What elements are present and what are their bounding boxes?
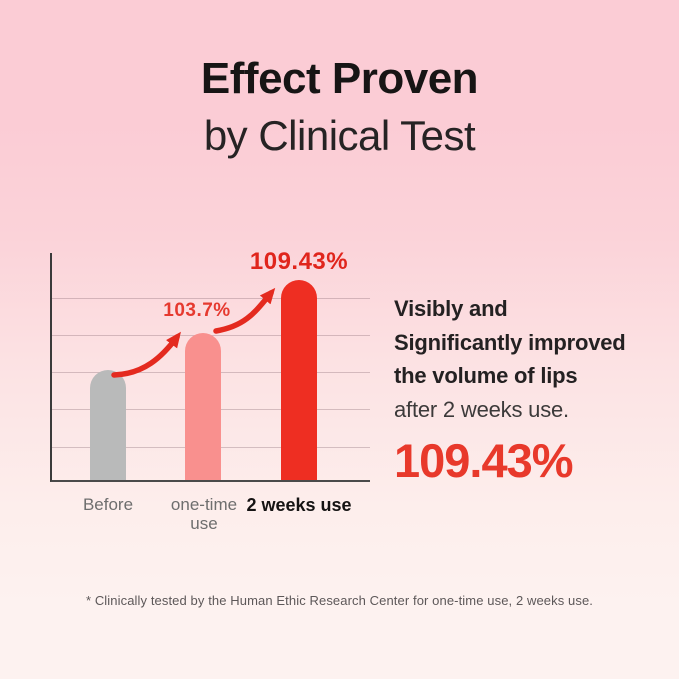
bar-chart-plot: 103.7% 109.43% Before one-time use 2 wee… bbox=[50, 248, 370, 533]
claim-text-block: Visibly and Significantly improved the v… bbox=[394, 292, 660, 488]
claim-line-4: after 2 weeks use. bbox=[394, 396, 569, 422]
claim-line-3: the volume of lips bbox=[394, 363, 578, 388]
claim-line-2: Significantly improved bbox=[394, 329, 626, 355]
x-axis-label-one-time-line2: use bbox=[190, 514, 218, 533]
x-axis-label-one-time-line1: one-time bbox=[170, 495, 238, 514]
x-axis-label-one-time: one-time use bbox=[159, 495, 249, 533]
x-axis-label-before: Before bbox=[82, 495, 134, 514]
claim-line-1: Visibly and bbox=[394, 296, 508, 321]
gridline bbox=[52, 298, 370, 299]
growth-arrow-1 bbox=[111, 331, 181, 378]
claim-highlight-number: 109.43% bbox=[394, 434, 574, 487]
value-label-one-time: 103.7% bbox=[163, 300, 231, 321]
footnote: * Clinically tested by the Human Ethic R… bbox=[85, 593, 594, 608]
x-axis-label-2-weeks: 2 weeks use bbox=[246, 495, 352, 515]
growth-arrow-2 bbox=[213, 287, 276, 334]
page-title: Effect Proven bbox=[200, 54, 479, 103]
bar-one-time-use bbox=[185, 333, 221, 480]
bar-before bbox=[90, 370, 126, 480]
value-label-2-weeks: 109.43% bbox=[249, 248, 349, 275]
bar-2-weeks-use bbox=[281, 280, 317, 480]
page-subtitle: by Clinical Test bbox=[203, 112, 476, 159]
growth-arrows bbox=[111, 287, 276, 378]
